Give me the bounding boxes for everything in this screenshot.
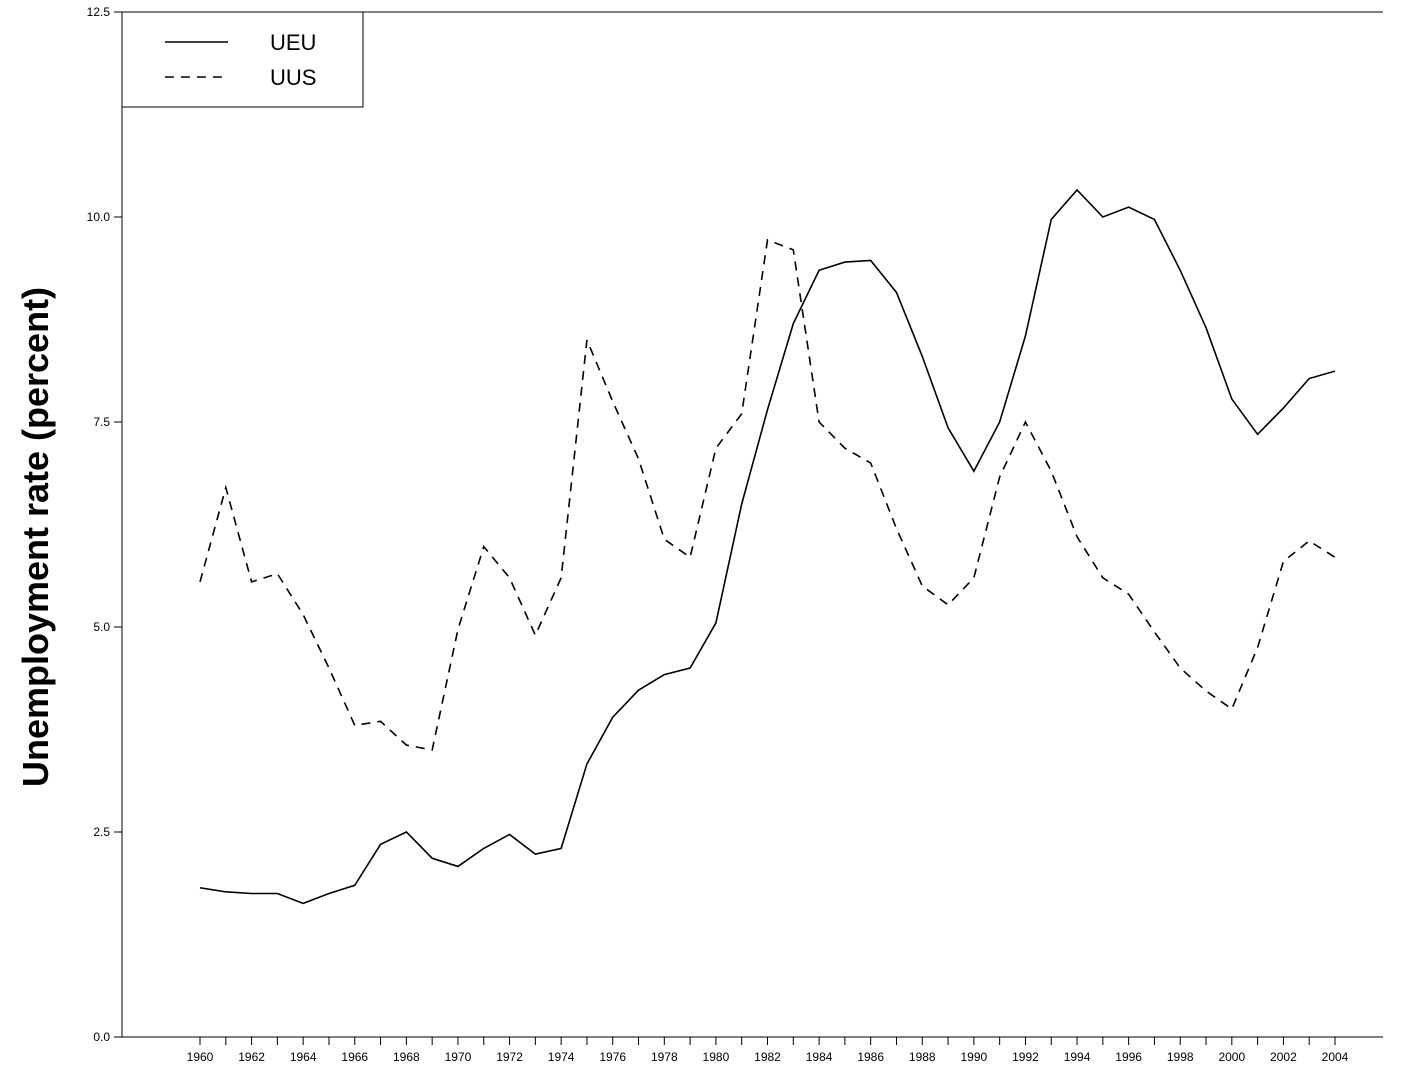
y-tick-label: 5.0	[93, 620, 110, 634]
x-tick-label: 2004	[1322, 1050, 1349, 1064]
x-tick-label: 2000	[1218, 1050, 1245, 1064]
series-line-ueu	[199, 188, 1336, 905]
x-tick-label: 1974	[548, 1050, 575, 1064]
x-tick-label: 1982	[754, 1050, 781, 1064]
x-tick-label: 2002	[1270, 1050, 1297, 1064]
x-tick-label: 1970	[445, 1050, 472, 1064]
x-tick-label: 1998	[1167, 1050, 1194, 1064]
x-tick-label: 1972	[496, 1050, 523, 1064]
x-tick-label: 1984	[806, 1050, 833, 1064]
x-tick-label: 1960	[187, 1050, 214, 1064]
x-tick-label: 1992	[1012, 1050, 1039, 1064]
x-tick-label: 1996	[1115, 1050, 1142, 1064]
x-tick-label: 1986	[857, 1050, 884, 1064]
x-tick-label: 1990	[961, 1050, 988, 1064]
x-tick-label: 1964	[290, 1050, 317, 1064]
x-tick-label: 1978	[651, 1050, 678, 1064]
legend-box	[121, 11, 364, 108]
x-tick-label: 1976	[599, 1050, 626, 1064]
series-line-uus	[199, 238, 1336, 751]
x-tick-label: 1988	[909, 1050, 936, 1064]
legend: UEU UUS	[121, 11, 364, 108]
y-tick-label: 7.5	[93, 415, 110, 429]
y-tick-label: 2.5	[93, 825, 110, 839]
y-axis-label: Unemployment rate (percent)	[15, 287, 56, 787]
x-tick-label: 1968	[393, 1050, 420, 1064]
legend-label-uus: UUS	[270, 65, 316, 90]
axes	[121, 11, 1383, 1038]
tick-labels: 0.0 2.5 5.0 7.5 10.0 12.5 1960 1962 1964 1966 1968…	[87, 5, 1349, 1064]
series-lines	[199, 188, 1336, 905]
y-tick-label: 12.5	[87, 5, 111, 19]
x-tick-label: 1980	[703, 1050, 730, 1064]
tick-marks	[114, 11, 1336, 1045]
legend-label-ueu: UEU	[270, 30, 316, 55]
y-tick-label: 0.0	[93, 1030, 110, 1044]
x-tick-label: 1962	[238, 1050, 265, 1064]
x-tick-label: 1994	[1064, 1050, 1091, 1064]
x-tick-label: 1966	[341, 1050, 368, 1064]
y-tick-label: 10.0	[87, 210, 111, 224]
